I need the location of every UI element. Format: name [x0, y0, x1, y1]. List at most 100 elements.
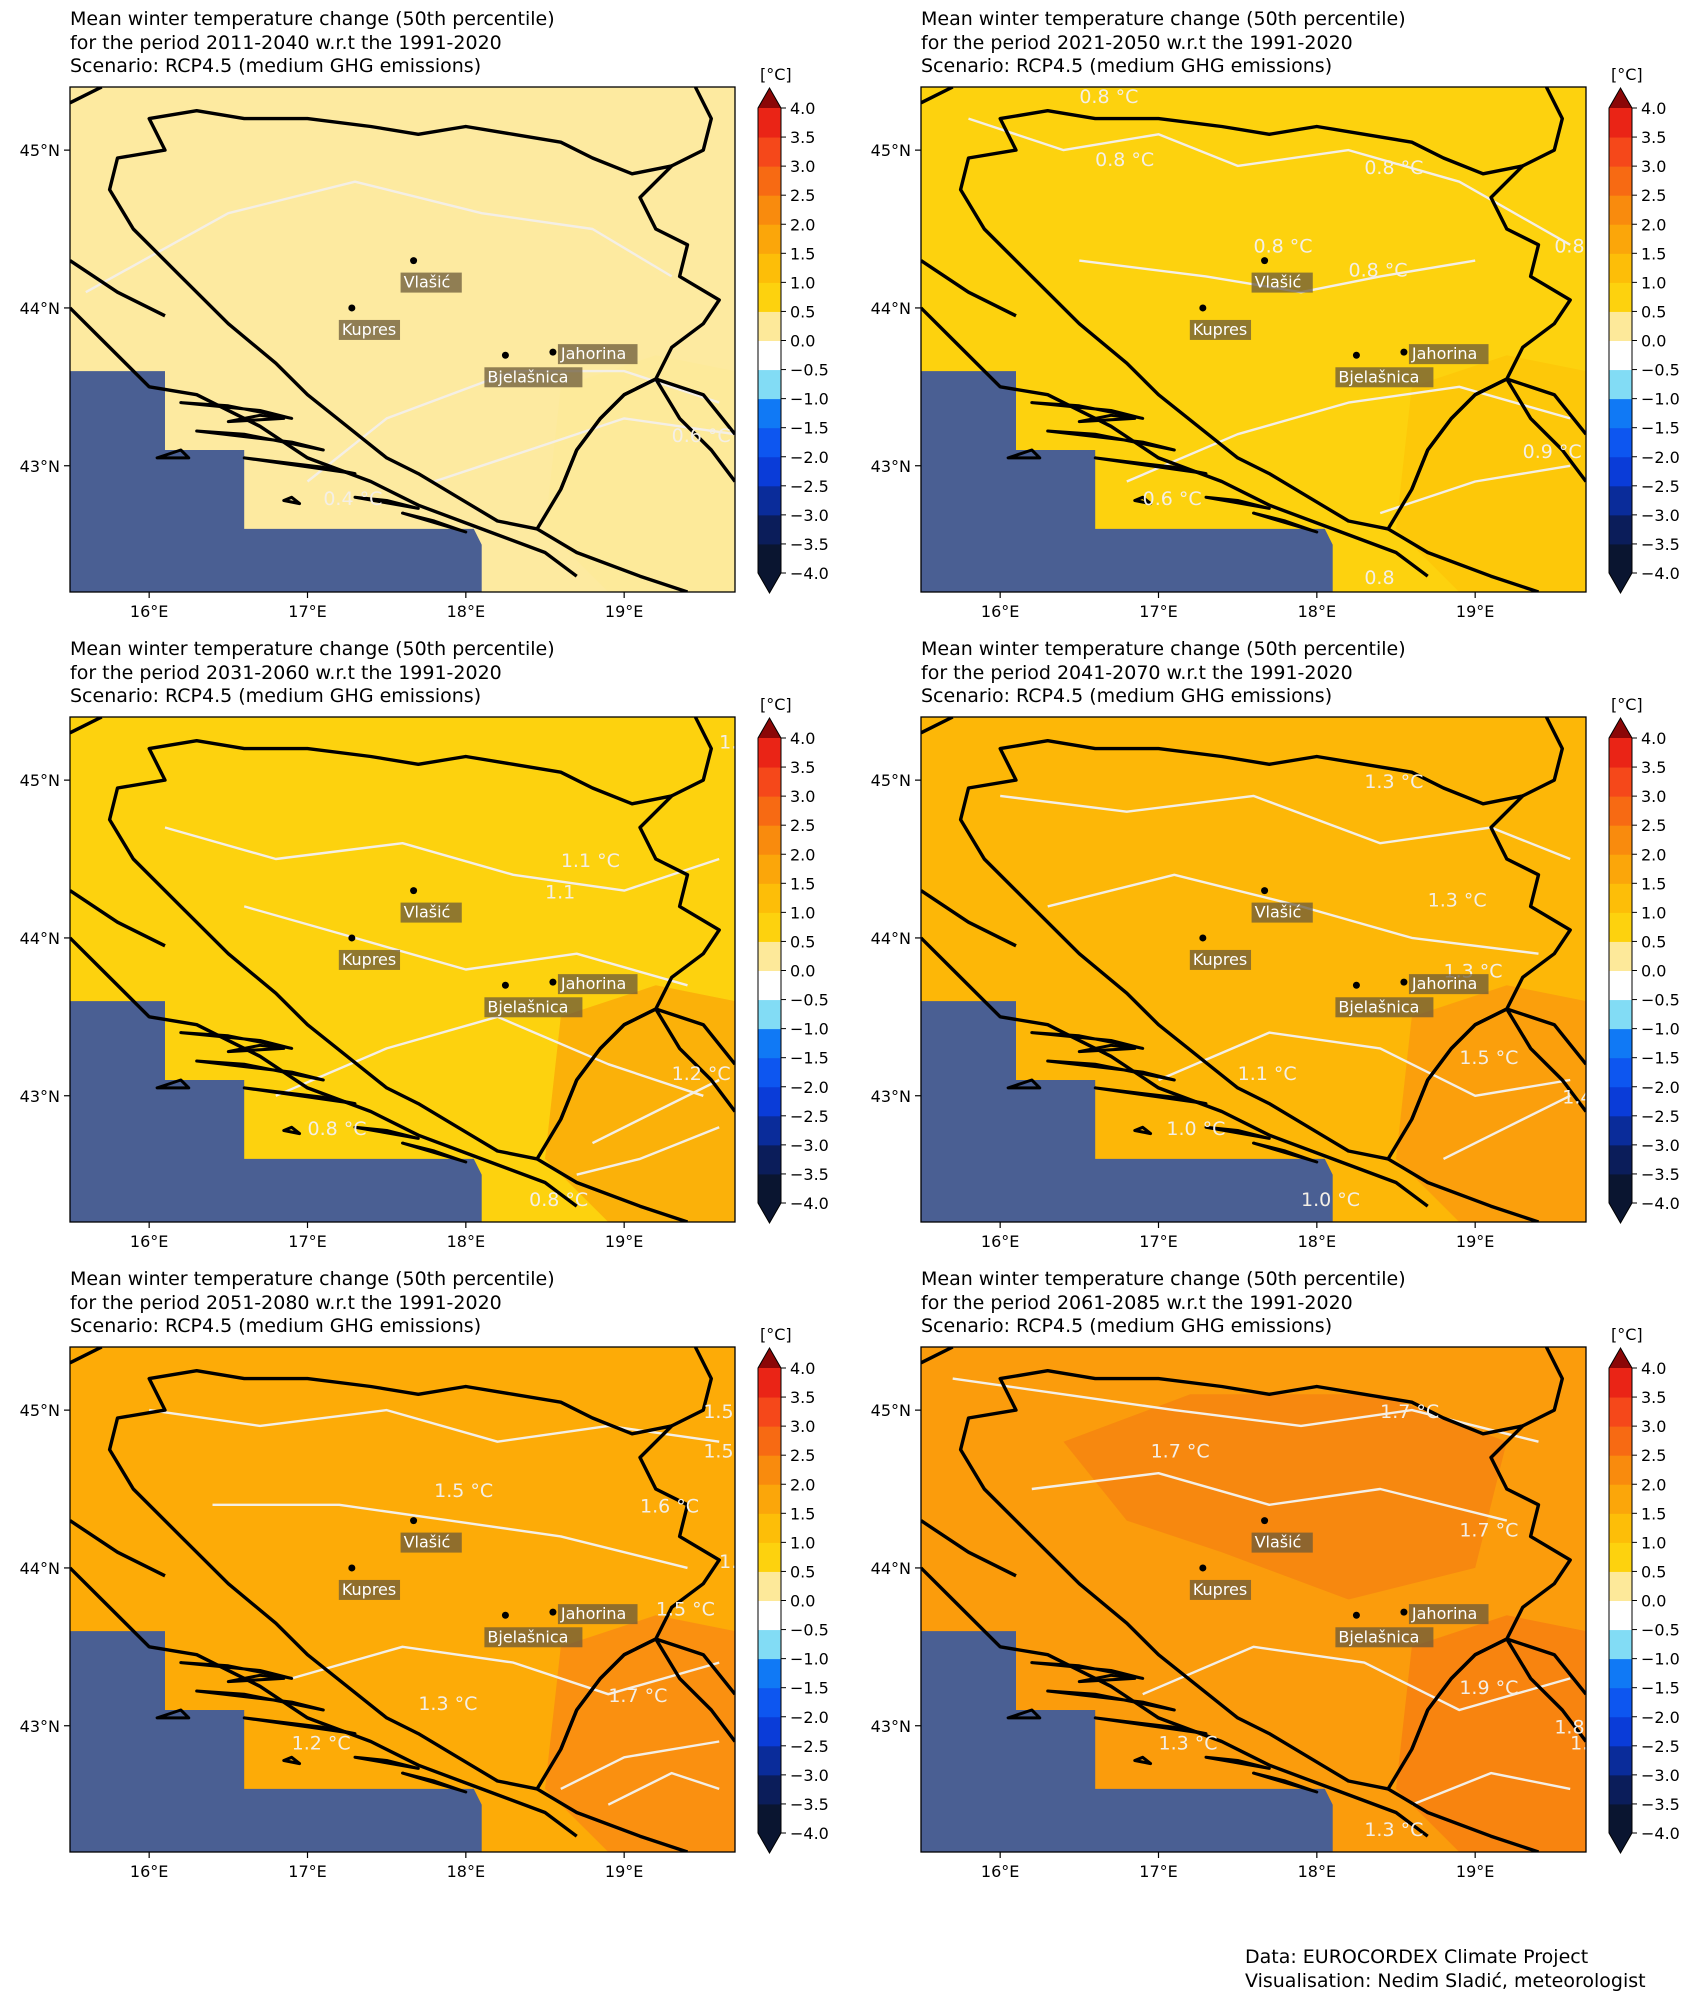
- colorbar-band: [1609, 108, 1632, 138]
- city-marker: [410, 1517, 418, 1525]
- city-marker: [501, 1611, 509, 1619]
- colorbar-tick-label: −2.5: [790, 1107, 829, 1126]
- colorbar-band: [758, 543, 781, 574]
- colorbar-band: [758, 166, 781, 196]
- lon-tick-label: 17°E: [1139, 602, 1177, 621]
- contour-label: 0.6 °C: [1143, 488, 1202, 510]
- colorbar-band: [758, 941, 781, 971]
- colorbar-min-arrow: [758, 1833, 781, 1853]
- city-label: Vlašić: [1255, 273, 1302, 292]
- colorbar-band: [1609, 1629, 1632, 1660]
- colorbar-tick-label: −2.0: [790, 1078, 829, 1097]
- island-outline: [242, 1086, 357, 1106]
- lon-tick-label: 19°E: [605, 1862, 643, 1881]
- city-marker: [1400, 978, 1408, 986]
- contour-label: 1.5: [719, 1551, 749, 1573]
- colorbar-tick-label: −2.0: [1641, 1708, 1680, 1727]
- lat-tick-label: 45°N: [871, 771, 911, 790]
- border-line: [559, 1637, 735, 1751]
- colorbar-tick-label: −3.5: [790, 535, 829, 554]
- colorbar-unit: [°C]: [760, 695, 792, 714]
- colorbar-band: [758, 427, 781, 458]
- isotherm-line: [1442, 1094, 1571, 1160]
- island-outline: [1252, 1771, 1319, 1794]
- colorbar-tick-label: −3.0: [790, 1136, 829, 1155]
- island-outline: [1133, 1125, 1153, 1136]
- colorbar-band: [758, 796, 781, 826]
- isotherm-line: [149, 1408, 720, 1443]
- isotherm-line: [85, 180, 673, 294]
- contour-label: 1.7 °C: [1380, 1401, 1439, 1423]
- colorbar-tick-label: 3.5: [1641, 128, 1666, 147]
- contour-label: 1.5: [703, 1440, 733, 1462]
- border-line: [921, 259, 1017, 318]
- isotherm-line: [164, 826, 720, 892]
- colorbar-max-arrow: [1609, 1348, 1632, 1368]
- colorbar-band: [758, 253, 781, 283]
- border-line: [921, 306, 1429, 578]
- colorbar-band: [758, 1687, 781, 1718]
- contour-label: 0.4 °C: [323, 488, 382, 510]
- border-line: [1505, 1638, 1586, 1743]
- city-label: Vlašić: [404, 1533, 451, 1552]
- colorbar-tick-label: −2.5: [1641, 1737, 1680, 1756]
- isotherm-line: [952, 1377, 1539, 1443]
- colorbar-tick-label: −1.0: [790, 390, 829, 409]
- island-outline: [1093, 1716, 1208, 1736]
- panel-title-line1: Mean winter temperature change (50th per…: [921, 8, 1406, 30]
- island-outline: [1204, 1755, 1271, 1770]
- bih-border: [958, 739, 1572, 1161]
- colorbar-band: [1609, 195, 1632, 225]
- island-outline: [155, 1078, 191, 1090]
- city-marker: [1199, 934, 1207, 942]
- adriatic-sea: [70, 1631, 482, 1852]
- city-label-box: [1251, 272, 1313, 293]
- border-line: [654, 1638, 735, 1743]
- island-outline: [1204, 1125, 1271, 1140]
- contour-label: 0.6 °C: [672, 425, 731, 447]
- colorbar-tick-label: 0.5: [790, 302, 815, 321]
- lat-tick-label: 43°N: [871, 1717, 911, 1736]
- city-label-box: [338, 949, 401, 970]
- island-outline: [401, 1141, 468, 1164]
- colorbar-band: [1609, 1600, 1632, 1631]
- isotherm-line: [212, 1503, 688, 1570]
- city-label-box: [400, 902, 462, 923]
- city-marker: [549, 978, 557, 986]
- colorbar-tick-label: −4.0: [790, 564, 829, 583]
- colorbar-band: [758, 1716, 781, 1747]
- border-line: [1521, 1347, 1564, 1428]
- island-outline: [179, 1661, 294, 1680]
- contour-label: 1.9 °C: [1459, 1677, 1518, 1699]
- lon-tick-label: 18°E: [1298, 1232, 1336, 1251]
- city-label-box: [557, 344, 638, 365]
- island-outline: [226, 1673, 286, 1684]
- border-line: [559, 1007, 735, 1121]
- border-line: [70, 889, 166, 948]
- colorbar-tick-label: 3.0: [790, 1417, 815, 1436]
- island-outline: [353, 1125, 420, 1140]
- border-line: [70, 1347, 103, 1365]
- panel-title-line2: for the period 2051-2080 w.r.t the 1991-…: [70, 1291, 502, 1314]
- city-marker: [1352, 981, 1360, 989]
- colorbar-tick-label: −3.0: [790, 1766, 829, 1785]
- isotherm-line: [1142, 1645, 1571, 1712]
- colorbar-band: [1609, 1368, 1632, 1398]
- island-outline: [1093, 1086, 1208, 1106]
- city-label: Bjelašnica: [1338, 367, 1419, 386]
- colorbar-band: [758, 1658, 781, 1689]
- colorbar-band: [758, 1745, 781, 1776]
- panel-title-line3: Scenario: RCP4.5 (medium GHG emissions): [70, 1315, 482, 1337]
- border-line: [536, 1787, 689, 1852]
- city-marker: [1352, 351, 1360, 359]
- contour-label: 1.3 °C: [1364, 771, 1423, 793]
- panel-title-line2: for the period 2021-2050 w.r.t the 1991-…: [921, 31, 1353, 54]
- city-label: Kupres: [342, 1580, 396, 1599]
- colorbar-band: [758, 1173, 781, 1204]
- colorbar-tick-label: 1.5: [1641, 874, 1666, 893]
- colorbar-tick-label: 2.0: [1641, 1475, 1666, 1494]
- colorbar-tick-label: −4.0: [1641, 1194, 1680, 1213]
- island-outline: [1077, 1043, 1137, 1054]
- island-outline: [179, 401, 294, 420]
- lat-tick-label: 44°N: [871, 299, 911, 318]
